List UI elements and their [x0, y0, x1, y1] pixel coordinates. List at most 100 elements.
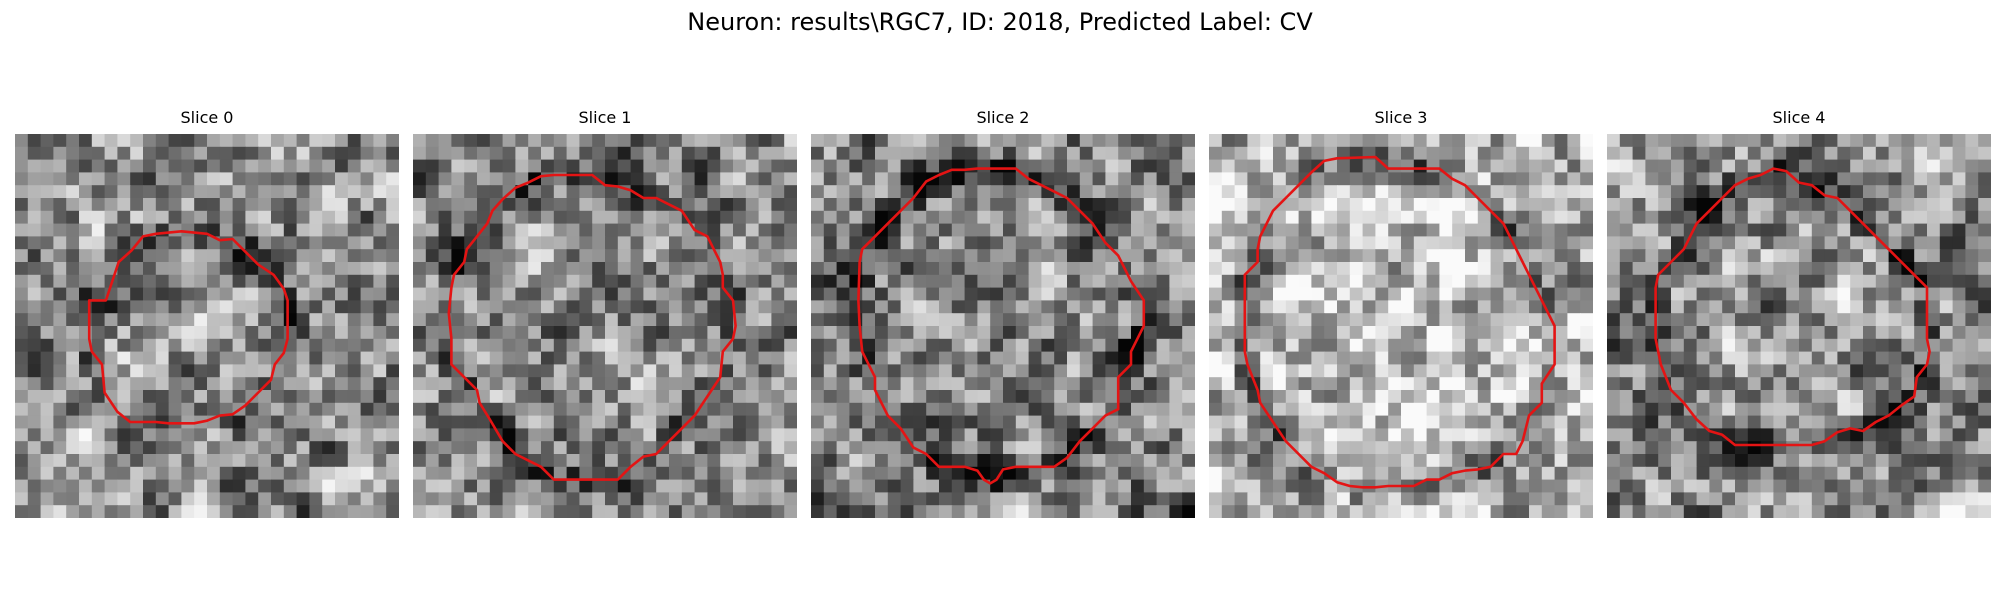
pixel [977, 146, 991, 161]
pixel [656, 210, 670, 225]
pixel [1169, 377, 1183, 391]
pixel [707, 185, 721, 199]
pixel [1362, 326, 1376, 340]
pixel [862, 326, 876, 340]
pixel [669, 351, 683, 365]
pixel [887, 364, 902, 378]
pixel [541, 262, 555, 276]
pixel [194, 454, 208, 468]
pixel [1811, 249, 1826, 263]
pixel [1169, 492, 1183, 506]
pixel [1927, 223, 1941, 237]
pixel [1273, 134, 1287, 148]
pixel [1439, 428, 1453, 442]
pixel [1156, 249, 1170, 263]
pixel [1978, 466, 1991, 481]
pixel [425, 185, 440, 199]
pixel [464, 428, 478, 442]
pixel [1554, 210, 1568, 225]
pixel [1799, 466, 1813, 481]
pixel [1760, 249, 1774, 263]
pixel [1619, 313, 1634, 327]
pixel [1567, 415, 1581, 429]
pixel [1619, 338, 1634, 353]
pixel [758, 262, 772, 276]
pixel [875, 287, 889, 301]
pixel [66, 313, 80, 327]
pixel [502, 390, 516, 404]
pixel [1388, 351, 1402, 365]
pixel [1671, 210, 1685, 225]
pixel [592, 185, 606, 199]
pixel [1079, 198, 1094, 212]
pixel [1799, 441, 1813, 455]
pixel [104, 338, 118, 353]
pixel [1028, 390, 1042, 404]
pixel [1490, 198, 1504, 212]
pixel [1362, 377, 1376, 391]
pixel [515, 466, 529, 481]
pixel [373, 377, 387, 391]
pixel [1041, 402, 1055, 417]
pixel [219, 441, 234, 455]
pixel [1247, 454, 1261, 468]
pixel [849, 287, 863, 301]
pixel [322, 313, 336, 327]
pixel [386, 313, 399, 327]
pixel [1465, 262, 1479, 276]
pixel [1567, 441, 1581, 455]
pixel [515, 185, 529, 199]
pixel [1465, 159, 1479, 173]
pixel [1567, 466, 1581, 481]
pixel [990, 441, 1004, 455]
pixel [1875, 390, 1890, 404]
pixel [309, 402, 323, 417]
pixel [1234, 236, 1248, 250]
pixel [836, 326, 850, 340]
pixel [1824, 172, 1838, 186]
pixel [27, 402, 42, 417]
pixel [1503, 262, 1517, 276]
pixel [1209, 287, 1223, 301]
pixel [643, 134, 657, 148]
pixel [694, 287, 708, 301]
pixel [528, 287, 542, 301]
pixel [579, 505, 593, 518]
pixel [515, 351, 529, 365]
pixel [207, 364, 221, 378]
pixel [1375, 185, 1389, 199]
pixel [502, 492, 516, 506]
pixel [1773, 249, 1787, 263]
pixel [1209, 198, 1223, 212]
pixel [335, 249, 349, 263]
pixel [207, 300, 221, 314]
pixel [27, 377, 42, 391]
pixel [1850, 262, 1864, 276]
pixel [360, 300, 374, 314]
pixel [1735, 390, 1749, 404]
pixel [438, 351, 452, 365]
pixel [1439, 454, 1453, 468]
pixel [1541, 492, 1556, 506]
pixel [1169, 454, 1183, 468]
pixel [1003, 338, 1017, 353]
pixel [1285, 428, 1300, 442]
pixel [745, 300, 760, 314]
pixel [232, 505, 246, 518]
pixel [1914, 236, 1928, 250]
pixel [1799, 287, 1813, 301]
pixel [862, 415, 876, 429]
pixel [720, 249, 734, 263]
pixel [15, 351, 29, 365]
pixel [1041, 210, 1055, 225]
pixel [1362, 313, 1376, 327]
pixel [1221, 198, 1236, 212]
pixel [1375, 326, 1389, 340]
pixel [951, 479, 966, 493]
pixel [1079, 274, 1094, 289]
pixel [130, 326, 144, 340]
pixel [1041, 415, 1055, 429]
pixel [360, 428, 374, 442]
pixel [1760, 326, 1774, 340]
pixel [53, 441, 67, 455]
